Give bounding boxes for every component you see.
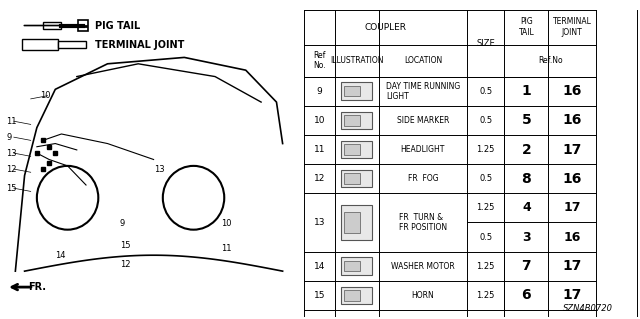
- Bar: [341, 257, 372, 275]
- Bar: [344, 144, 360, 155]
- Text: Ref.No: Ref.No: [538, 56, 563, 65]
- Text: 17: 17: [563, 201, 581, 214]
- Text: 10: 10: [314, 116, 325, 125]
- Text: 14: 14: [314, 262, 325, 271]
- Text: HEADLIGHT: HEADLIGHT: [401, 145, 445, 154]
- Text: 17: 17: [563, 143, 582, 157]
- Text: HORN: HORN: [412, 291, 435, 300]
- Text: 12: 12: [6, 165, 17, 174]
- Text: 9: 9: [120, 219, 125, 228]
- Text: 2: 2: [522, 143, 531, 157]
- Bar: [344, 174, 360, 184]
- Text: Ref
No.: Ref No.: [313, 51, 326, 70]
- Text: 1.25: 1.25: [476, 145, 495, 154]
- Text: 16: 16: [563, 231, 581, 244]
- Bar: [78, 20, 88, 31]
- Text: COUPLER: COUPLER: [365, 23, 406, 32]
- Text: 17: 17: [563, 259, 582, 273]
- Text: ILLUSTRATION: ILLUSTRATION: [330, 56, 383, 65]
- Text: TERMINAL JOINT: TERMINAL JOINT: [95, 40, 184, 50]
- Text: 10: 10: [221, 219, 232, 228]
- Text: 4: 4: [522, 201, 531, 214]
- Text: DAY TIME RUNNING
LIGHT: DAY TIME RUNNING LIGHT: [386, 82, 460, 101]
- Text: 12: 12: [120, 260, 131, 269]
- Text: 9: 9: [6, 133, 12, 142]
- Text: 5: 5: [522, 113, 531, 127]
- Text: SZN4B0720: SZN4B0720: [563, 304, 613, 313]
- Text: 1.25: 1.25: [476, 204, 495, 212]
- Bar: [58, 41, 86, 48]
- Text: SIZE: SIZE: [476, 39, 495, 48]
- Bar: [341, 83, 372, 100]
- Bar: [341, 205, 372, 240]
- Text: 14: 14: [55, 251, 66, 260]
- Text: 11: 11: [6, 117, 17, 126]
- Text: WASHER MOTOR: WASHER MOTOR: [391, 262, 455, 271]
- Bar: [344, 290, 360, 300]
- Text: 15: 15: [120, 241, 131, 250]
- Text: 17: 17: [563, 288, 582, 302]
- Text: TERMINAL
JOINT: TERMINAL JOINT: [553, 17, 591, 37]
- Text: 1.25: 1.25: [476, 262, 495, 271]
- Text: SIDE MARKER: SIDE MARKER: [397, 116, 449, 125]
- Text: 6: 6: [522, 288, 531, 302]
- Text: 7: 7: [522, 259, 531, 273]
- Text: 0.5: 0.5: [479, 174, 492, 183]
- Text: 1.25: 1.25: [476, 291, 495, 300]
- Text: 16: 16: [563, 84, 582, 98]
- Text: 16: 16: [563, 172, 582, 186]
- Text: FR.: FR.: [28, 282, 45, 292]
- Text: FR  TURN &
FR POSITION: FR TURN & FR POSITION: [399, 213, 447, 232]
- Text: 15: 15: [314, 291, 325, 300]
- Text: 1: 1: [522, 84, 531, 98]
- Text: 0.5: 0.5: [479, 116, 492, 125]
- Bar: [341, 170, 372, 188]
- Text: PIG TAIL: PIG TAIL: [95, 20, 141, 31]
- Text: 10: 10: [40, 91, 51, 100]
- Text: 13: 13: [314, 218, 325, 227]
- Text: 13: 13: [154, 165, 164, 174]
- Text: 8: 8: [522, 172, 531, 186]
- Text: LOCATION: LOCATION: [404, 56, 442, 65]
- Bar: [344, 115, 360, 126]
- Bar: [344, 261, 360, 271]
- Text: 15: 15: [6, 184, 17, 193]
- Text: 12: 12: [314, 174, 325, 183]
- Text: PIG
TAIL: PIG TAIL: [518, 17, 534, 37]
- Bar: [344, 86, 360, 96]
- Text: 16: 16: [563, 113, 582, 127]
- Bar: [43, 22, 61, 29]
- Text: 13: 13: [6, 149, 17, 158]
- Text: 11: 11: [221, 244, 232, 253]
- Bar: [344, 212, 360, 233]
- Text: 3: 3: [522, 231, 531, 244]
- Bar: [22, 39, 58, 50]
- Text: 0.5: 0.5: [479, 87, 492, 96]
- Text: 9: 9: [317, 87, 323, 96]
- Bar: [341, 141, 372, 158]
- Bar: [341, 287, 372, 304]
- Text: 0.5: 0.5: [479, 233, 492, 241]
- Bar: [341, 112, 372, 129]
- Text: 11: 11: [314, 145, 325, 154]
- Text: FR  FOG: FR FOG: [408, 174, 438, 183]
